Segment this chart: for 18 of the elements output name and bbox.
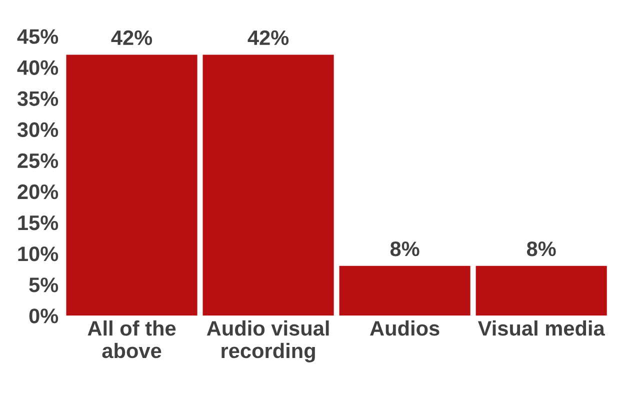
data-label: 42% (111, 30, 152, 46)
y-tick-label: 40% (17, 60, 58, 75)
data-label: 8% (526, 241, 556, 256)
y-tick-label: 25% (18, 153, 58, 168)
y-tick-label: 45% (17, 29, 58, 44)
x-tick-label: All of the above (88, 320, 176, 358)
data-label: 8% (390, 241, 420, 256)
data-label: 42% (248, 30, 289, 46)
x-tick-label: Audios (370, 320, 440, 336)
y-tick-label: 20% (18, 184, 58, 200)
y-tick-label: 30% (17, 122, 58, 138)
x-tick-label: Visual media (478, 320, 605, 336)
y-tick-label: 35% (17, 91, 58, 106)
y-tick-label: 5% (29, 278, 58, 292)
y-tick-label: 10% (18, 246, 58, 262)
y-tick-label: 0% (29, 308, 58, 324)
y-tick-label: 15% (18, 215, 58, 230)
x-tick-label: Audio visual recording (206, 320, 329, 362)
